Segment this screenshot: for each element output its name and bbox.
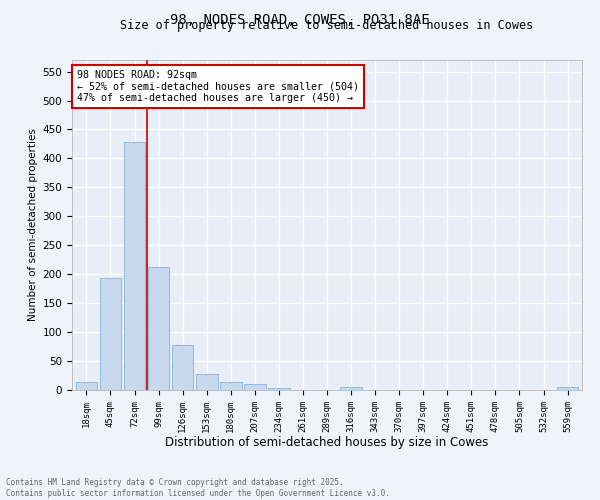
Bar: [76, 382, 97, 390]
Bar: [196, 374, 218, 390]
Y-axis label: Number of semi-detached properties: Number of semi-detached properties: [28, 128, 38, 322]
Bar: [557, 387, 578, 390]
X-axis label: Distribution of semi-detached houses by size in Cowes: Distribution of semi-detached houses by …: [166, 436, 488, 449]
Bar: [244, 384, 266, 390]
Text: 98, NODES ROAD, COWES, PO31 8AE: 98, NODES ROAD, COWES, PO31 8AE: [170, 12, 430, 26]
Bar: [172, 346, 193, 390]
Bar: [100, 278, 121, 390]
Title: Size of property relative to semi-detached houses in Cowes: Size of property relative to semi-detach…: [121, 20, 533, 32]
Bar: [340, 387, 362, 390]
Bar: [148, 268, 169, 390]
Bar: [124, 142, 145, 390]
Bar: [268, 388, 290, 390]
Text: 98 NODES ROAD: 92sqm
← 52% of semi-detached houses are smaller (504)
47% of semi: 98 NODES ROAD: 92sqm ← 52% of semi-detac…: [77, 70, 359, 103]
Bar: [220, 382, 242, 390]
Text: Contains HM Land Registry data © Crown copyright and database right 2025.
Contai: Contains HM Land Registry data © Crown c…: [6, 478, 390, 498]
